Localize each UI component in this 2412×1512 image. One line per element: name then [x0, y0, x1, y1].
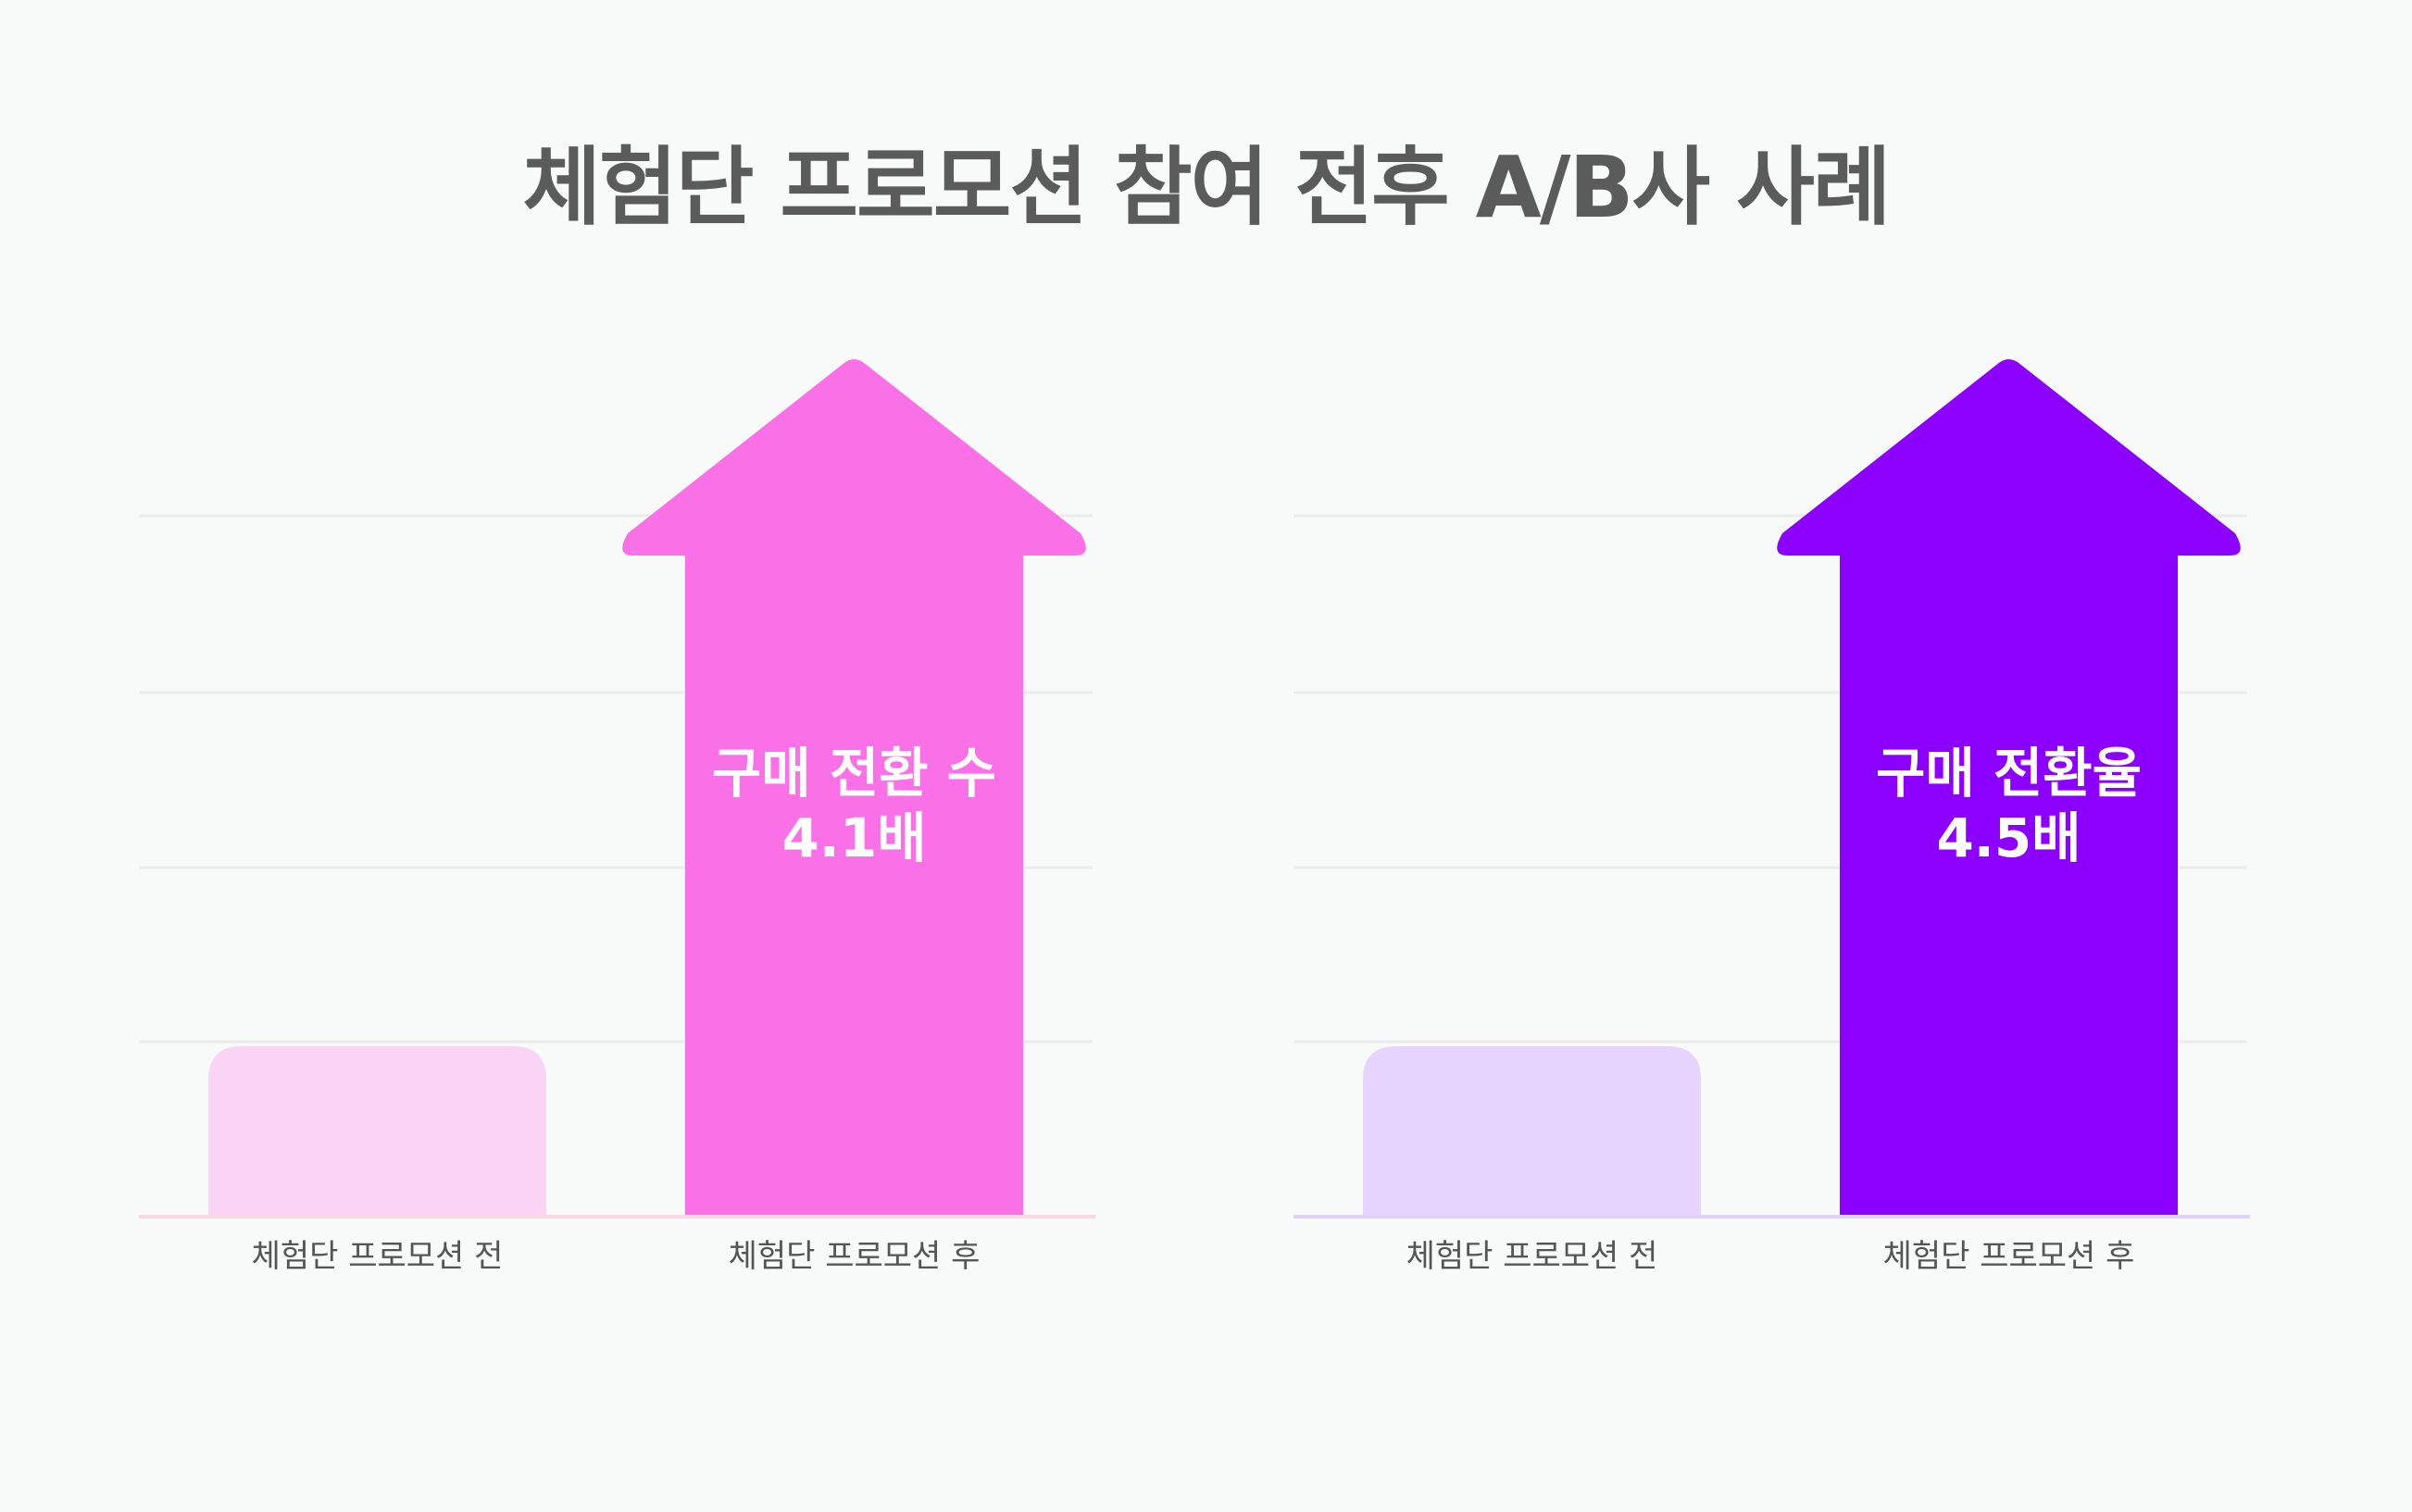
arrow-annotation-value: 4.1배: [781, 806, 926, 869]
arrow-annotation-label: 구매 전환율: [1876, 742, 2142, 805]
category-label: 체험단 프로모션 전: [252, 1238, 504, 1275]
bar-before: [208, 1046, 546, 1216]
bar-after-arrow: [1777, 359, 2241, 1216]
page-title: 체험단 프로모션 참여 전후 A/B사 사례: [522, 138, 1891, 237]
category-label: 체험단 프로모션 전: [1406, 1238, 1658, 1275]
bar-before: [1363, 1046, 1701, 1216]
arrow-annotation-value: 4.5배: [1936, 806, 2081, 869]
arrow-annotation-label: 구매 전환 수: [712, 742, 996, 805]
category-label: 체험단 프로모션 후: [1883, 1238, 2135, 1275]
bar-after-arrow: [622, 359, 1086, 1216]
category-label: 체험단 프로모션 후: [729, 1238, 981, 1275]
